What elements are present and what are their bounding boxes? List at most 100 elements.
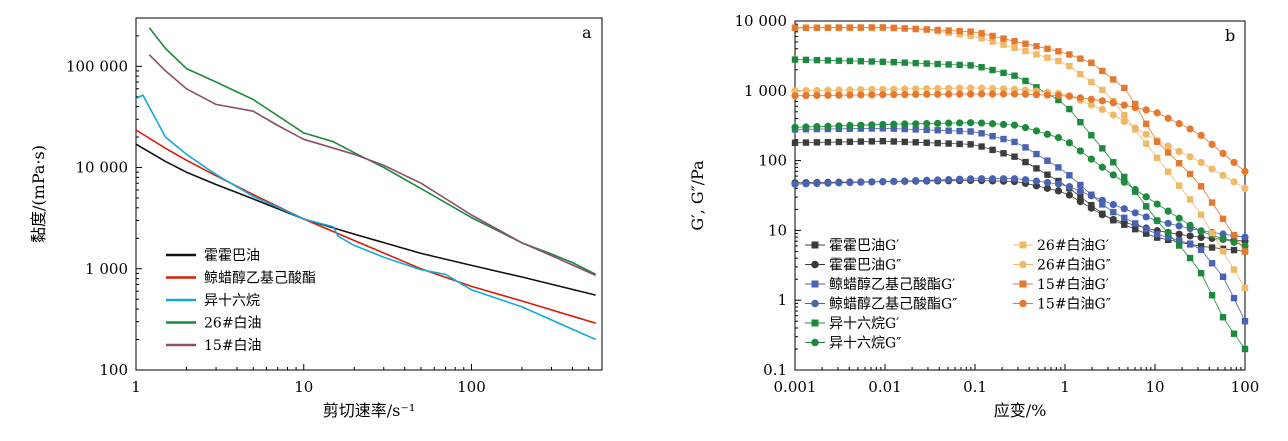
- data-point: [1241, 345, 1249, 353]
- data-point: [901, 138, 908, 146]
- data-point: [1065, 191, 1073, 199]
- data-point: [802, 123, 810, 131]
- data-point: [1175, 182, 1183, 189]
- data-point: [1044, 157, 1051, 164]
- data-point: [945, 27, 952, 34]
- data-point: [1164, 219, 1172, 227]
- viscosity-chart: a 剪切速率/s⁻¹ 黏度/(mPa·s) 1 10 100 100 1 000 10 0…: [29, 17, 603, 420]
- data-point: [967, 90, 975, 98]
- data-point: [1032, 127, 1041, 135]
- data-point: [824, 91, 832, 99]
- data-point: [824, 122, 832, 130]
- panel-label: a: [582, 23, 592, 42]
- data-point: [956, 31, 963, 38]
- data-point: [901, 59, 908, 66]
- y-tick-label: 1 000: [744, 82, 787, 100]
- data-point: [999, 175, 1008, 183]
- data-point: [1164, 229, 1172, 237]
- data-point: [1241, 248, 1249, 255]
- data-point: [1011, 37, 1018, 45]
- data-point: [1153, 217, 1161, 224]
- data-point: [1000, 150, 1007, 157]
- x-tick-label: 0.01: [868, 378, 901, 396]
- data-point: [1143, 230, 1150, 237]
- data-point: [1033, 165, 1040, 172]
- data-point: [846, 138, 854, 145]
- y-tick-label: 1: [777, 291, 787, 309]
- data-point: [1076, 198, 1084, 206]
- data-point: [890, 177, 898, 185]
- data-point: [1175, 222, 1183, 230]
- legend-label: 15#白油G″: [1037, 297, 1111, 313]
- data-point: [999, 120, 1008, 129]
- data-point: [1143, 225, 1150, 233]
- series-line: [148, 54, 597, 277]
- data-point: [802, 180, 810, 188]
- data-point: [1098, 196, 1106, 204]
- legend-label: 霍霍巴油G″: [829, 258, 901, 274]
- data-point: [890, 58, 897, 66]
- data-point: [934, 127, 941, 134]
- data-point: [857, 121, 865, 129]
- data-point: [824, 86, 832, 94]
- data-point: [1000, 35, 1007, 42]
- data-point: [1164, 234, 1172, 241]
- data-point: [857, 24, 865, 31]
- data-point: [1109, 111, 1117, 119]
- data-point: [977, 175, 986, 183]
- data-point: [1132, 220, 1139, 227]
- data-point: [1021, 90, 1030, 98]
- data-point: [1197, 158, 1205, 167]
- data-point: [1219, 215, 1227, 223]
- data-point: [857, 91, 865, 99]
- data-point: [835, 86, 843, 94]
- data-point: [846, 178, 854, 187]
- data-point: [1121, 111, 1128, 119]
- data-point: [1131, 103, 1139, 112]
- data-point: [1011, 72, 1018, 79]
- x-tick-label: 100: [1231, 378, 1260, 396]
- data-point: [1164, 114, 1172, 122]
- plot-frame: [135, 17, 603, 371]
- data-point: [989, 66, 996, 74]
- data-point: [824, 24, 832, 31]
- data-point: [857, 138, 865, 145]
- data-point: [1000, 135, 1007, 143]
- legend-marker: [811, 338, 819, 347]
- data-point: [901, 120, 909, 128]
- legend-label: 异十六烷: [204, 293, 260, 309]
- data-point: [1120, 101, 1128, 109]
- legend-label: 鲸蜡醇乙基己酸酯G′: [829, 276, 955, 293]
- data-point: [978, 143, 985, 150]
- data-point: [802, 87, 810, 95]
- data-point: [835, 57, 843, 64]
- legend-label: 26#白油G′: [1037, 238, 1109, 254]
- y-axis-label: G′, G″/Pa: [688, 160, 707, 231]
- data-point: [1142, 213, 1150, 221]
- data-point: [1077, 181, 1084, 189]
- data-point: [1098, 163, 1106, 171]
- data-point: [1098, 105, 1106, 114]
- data-point: [824, 57, 832, 64]
- data-point: [923, 119, 931, 128]
- data-point: [857, 178, 865, 186]
- data-point: [879, 120, 887, 129]
- data-point: [791, 180, 799, 188]
- data-point: [813, 122, 821, 131]
- data-point: [802, 56, 810, 64]
- data-point: [1076, 94, 1084, 102]
- data-point: [1230, 266, 1238, 273]
- data-point: [1208, 260, 1216, 267]
- data-point: [1120, 205, 1128, 213]
- data-point: [1109, 99, 1117, 107]
- legend-label: 鲸蜡醇乙基己酸酯: [204, 270, 316, 287]
- data-point: [1066, 105, 1073, 113]
- data-point: [1153, 231, 1161, 238]
- data-point: [1186, 153, 1194, 161]
- data-point: [1153, 234, 1161, 241]
- data-point: [1109, 201, 1117, 209]
- data-point: [879, 91, 887, 99]
- data-point: [1241, 242, 1249, 250]
- data-point: [956, 127, 963, 135]
